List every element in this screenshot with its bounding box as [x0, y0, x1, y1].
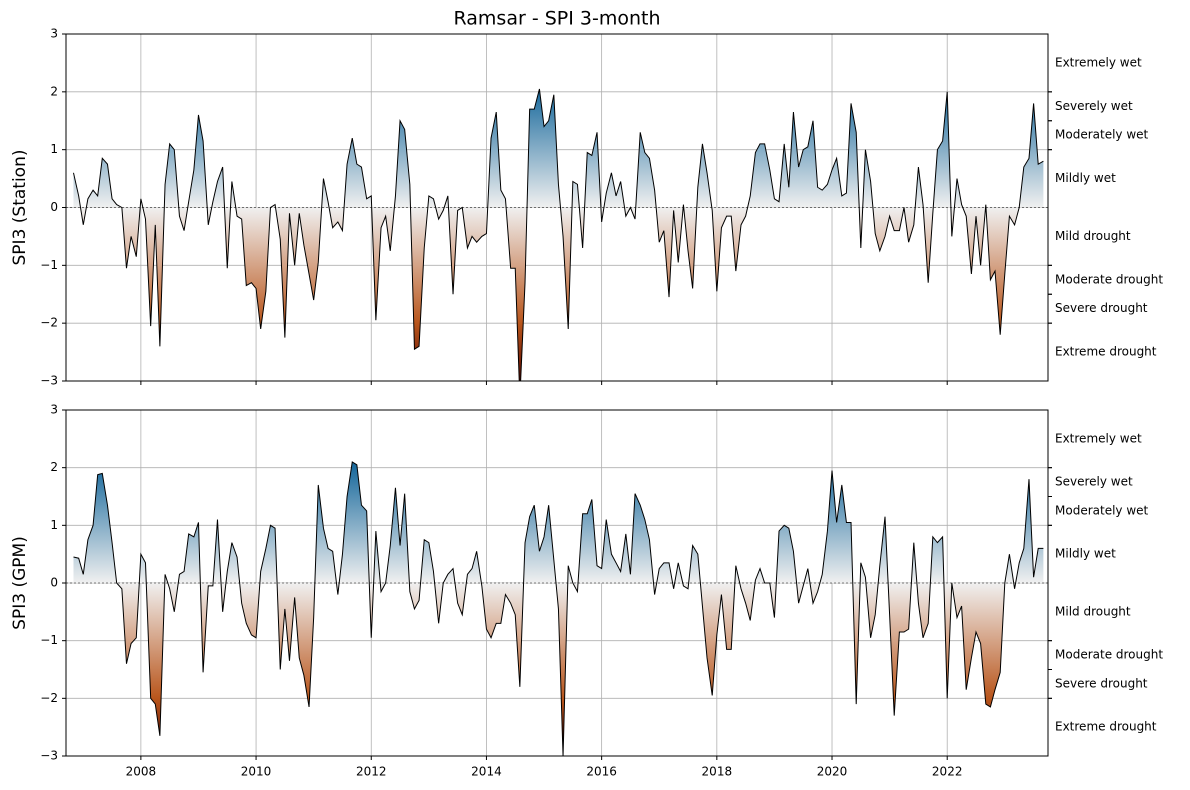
class-label: Severely wet	[1055, 99, 1133, 113]
y-tick-label: 2	[50, 84, 58, 98]
x-tick-label: 2014	[471, 765, 502, 779]
y-tick-label: 2	[50, 460, 58, 474]
x-tick-label: 2018	[702, 765, 733, 779]
y-tick-label: 3	[50, 403, 58, 417]
line	[73, 461, 1044, 756]
y-axis-label: SPI3 (Station)	[10, 150, 30, 266]
class-label: Mildly wet	[1055, 547, 1116, 561]
y-tick-label: −3	[40, 374, 58, 388]
x-tick-label: 2020	[817, 765, 848, 779]
y-tick-label: 0	[50, 200, 58, 214]
y-tick-label: 0	[50, 576, 58, 590]
class-label: Extremely wet	[1055, 431, 1142, 445]
class-label: Moderately wet	[1055, 128, 1149, 142]
class-label: Moderately wet	[1055, 503, 1149, 517]
axes-frame	[65, 409, 1049, 757]
class-label: Mild drought	[1055, 604, 1131, 618]
x-tick-label: 2010	[241, 765, 272, 779]
x-tick-label: 2012	[356, 765, 387, 779]
area	[73, 88, 1044, 381]
y-tick-label: −1	[40, 633, 58, 647]
axes-frame	[65, 33, 1049, 382]
y-tick-label: −2	[40, 316, 58, 330]
class-label: Mildly wet	[1055, 171, 1116, 185]
class-label: Severe drought	[1055, 301, 1148, 315]
y-tick-label: 1	[50, 142, 58, 156]
x-tick-label: 2022	[932, 765, 963, 779]
line	[73, 88, 1044, 381]
class-label: Mild drought	[1055, 229, 1131, 243]
figure-title: Ramsar - SPI 3-month	[454, 8, 661, 30]
y-tick-label: −3	[40, 749, 58, 763]
y-tick-label: −2	[40, 691, 58, 705]
class-label: Moderate drought	[1055, 648, 1163, 662]
x-tick-label: 2016	[586, 765, 617, 779]
class-label: Moderate drought	[1055, 272, 1163, 286]
class-label: Severely wet	[1055, 475, 1133, 489]
y-tick-label: 1	[50, 518, 58, 532]
y-axis-label: SPI3 (GPM)	[10, 536, 30, 630]
y-tick-label: 3	[50, 27, 58, 41]
class-label: Extremely wet	[1055, 55, 1142, 69]
class-label: Extreme drought	[1055, 720, 1157, 734]
class-label: Extreme drought	[1055, 345, 1157, 359]
y-tick-label: −1	[40, 258, 58, 272]
x-tick-label: 2008	[126, 765, 157, 779]
class-label: Severe drought	[1055, 676, 1148, 690]
